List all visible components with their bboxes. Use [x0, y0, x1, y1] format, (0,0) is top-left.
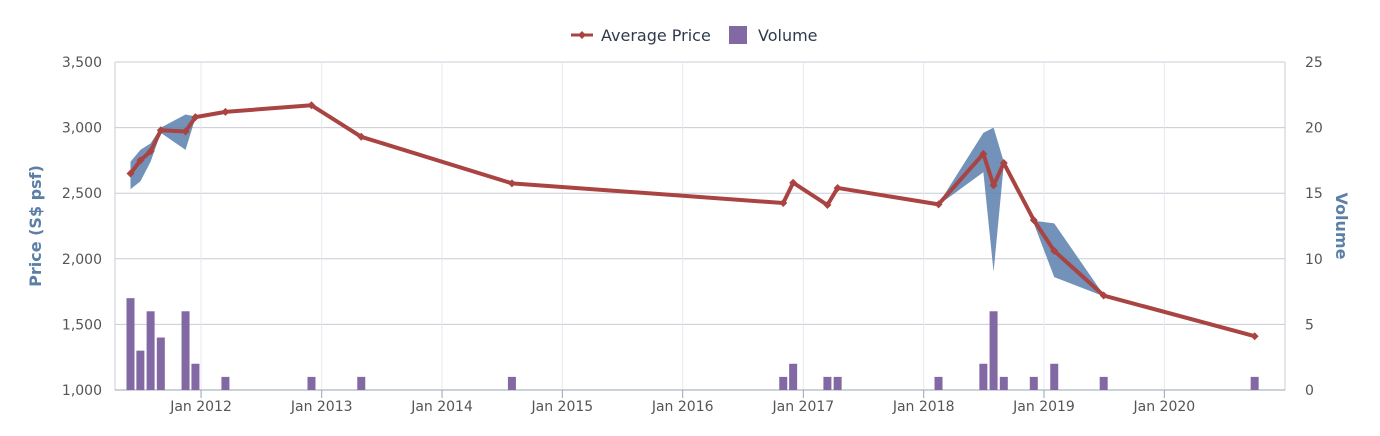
- x-tick-label: Jan 2013: [290, 399, 353, 415]
- price-line-layer: [126, 101, 1259, 341]
- right-tick-label: 0: [1305, 383, 1314, 399]
- price-point-marker[interactable]: [126, 169, 135, 178]
- legend: Average Price Volume: [571, 26, 818, 45]
- price-range-band: [130, 114, 196, 190]
- price-point-marker[interactable]: [979, 149, 988, 158]
- left-tick-label: 2,000: [62, 252, 102, 268]
- price-point-marker[interactable]: [156, 126, 165, 135]
- volume-bar[interactable]: [136, 350, 145, 390]
- volume-bar[interactable]: [989, 311, 998, 390]
- volume-bar[interactable]: [146, 311, 155, 390]
- legend-diamond-icon: [578, 31, 586, 39]
- price-point-marker[interactable]: [1029, 216, 1038, 225]
- volume-bar[interactable]: [357, 376, 366, 390]
- left-tick-label: 1,000: [62, 383, 102, 399]
- volume-bar[interactable]: [789, 363, 798, 390]
- volume-bar[interactable]: [181, 311, 190, 390]
- legend-label-average-price: Average Price: [601, 26, 711, 45]
- left-axis-title: Price (S$ psf): [26, 165, 45, 287]
- price-point-marker[interactable]: [221, 107, 230, 116]
- price-point-marker[interactable]: [833, 183, 842, 192]
- volume-bar-layer: [126, 298, 1259, 390]
- left-tick-label: 3,500: [62, 55, 102, 71]
- legend-square-icon: [729, 26, 747, 44]
- grid-layer: [114, 61, 1286, 398]
- right-tick-label: 25: [1305, 55, 1323, 71]
- volume-bar[interactable]: [1029, 376, 1038, 390]
- volume-bar[interactable]: [1050, 363, 1059, 390]
- left-tick-label: 3,000: [62, 121, 102, 137]
- x-tick-label: Jan 2019: [1012, 399, 1075, 415]
- volume-bar[interactable]: [999, 376, 1008, 390]
- price-point-marker[interactable]: [789, 178, 798, 187]
- price-point-marker[interactable]: [136, 156, 145, 165]
- price-range-layer: [130, 114, 1104, 297]
- volume-bar[interactable]: [779, 376, 788, 390]
- x-tick-label: Jan 2016: [651, 399, 714, 415]
- right-tick-label: 20: [1305, 121, 1323, 137]
- price-point-marker[interactable]: [307, 101, 316, 110]
- left-tick-label: 2,500: [62, 186, 102, 202]
- price-point-marker[interactable]: [1250, 332, 1259, 341]
- price-point-marker[interactable]: [989, 181, 998, 190]
- volume-bar[interactable]: [307, 376, 316, 390]
- right-tick-label: 5: [1305, 317, 1314, 333]
- right-tick-label: 15: [1305, 186, 1323, 202]
- legend-item-volume[interactable]: Volume: [729, 26, 818, 45]
- volume-bar[interactable]: [507, 376, 516, 390]
- right-axis-title: Volume: [1332, 193, 1351, 260]
- average-price-line: [128, 103, 1256, 339]
- x-tick-label: Jan 2020: [1133, 399, 1196, 415]
- volume-bar[interactable]: [979, 363, 988, 390]
- volume-bar[interactable]: [833, 376, 842, 390]
- price-point-marker[interactable]: [181, 127, 190, 136]
- x-tick-label: Jan 2012: [169, 399, 232, 415]
- price-point-marker[interactable]: [1099, 291, 1108, 300]
- price-point-marker[interactable]: [507, 179, 516, 188]
- volume-bar[interactable]: [823, 376, 832, 390]
- price-point-marker[interactable]: [191, 113, 200, 122]
- volume-bar[interactable]: [191, 363, 200, 390]
- volume-bar[interactable]: [156, 337, 165, 390]
- x-tick-label: Jan 2014: [410, 399, 473, 415]
- price-point-marker[interactable]: [934, 200, 943, 209]
- volume-bar[interactable]: [934, 376, 943, 390]
- price-point-marker[interactable]: [999, 159, 1008, 168]
- price-range-band: [938, 127, 1104, 297]
- legend-item-average-price[interactable]: Average Price: [571, 26, 711, 45]
- price-point-marker[interactable]: [779, 199, 788, 208]
- price-point-marker[interactable]: [823, 201, 832, 210]
- x-tick-label: Jan 2015: [531, 399, 594, 415]
- axis-layer: Price (S$ psf) Volume 1,000 1,500 2,000 2,5…: [26, 55, 1351, 415]
- x-tick-label: Jan 2018: [892, 399, 955, 415]
- right-tick-label: 10: [1305, 252, 1323, 268]
- volume-bar[interactable]: [1250, 376, 1259, 390]
- volume-bar[interactable]: [1099, 376, 1108, 390]
- volume-bar[interactable]: [221, 376, 230, 390]
- price-point-marker[interactable]: [357, 132, 366, 141]
- x-tick-label: Jan 2017: [772, 399, 835, 415]
- price-point-marker[interactable]: [146, 147, 155, 156]
- volume-bar[interactable]: [126, 298, 135, 390]
- legend-label-volume: Volume: [758, 26, 818, 45]
- left-tick-label: 1,500: [62, 317, 102, 333]
- price-point-marker[interactable]: [1050, 246, 1059, 255]
